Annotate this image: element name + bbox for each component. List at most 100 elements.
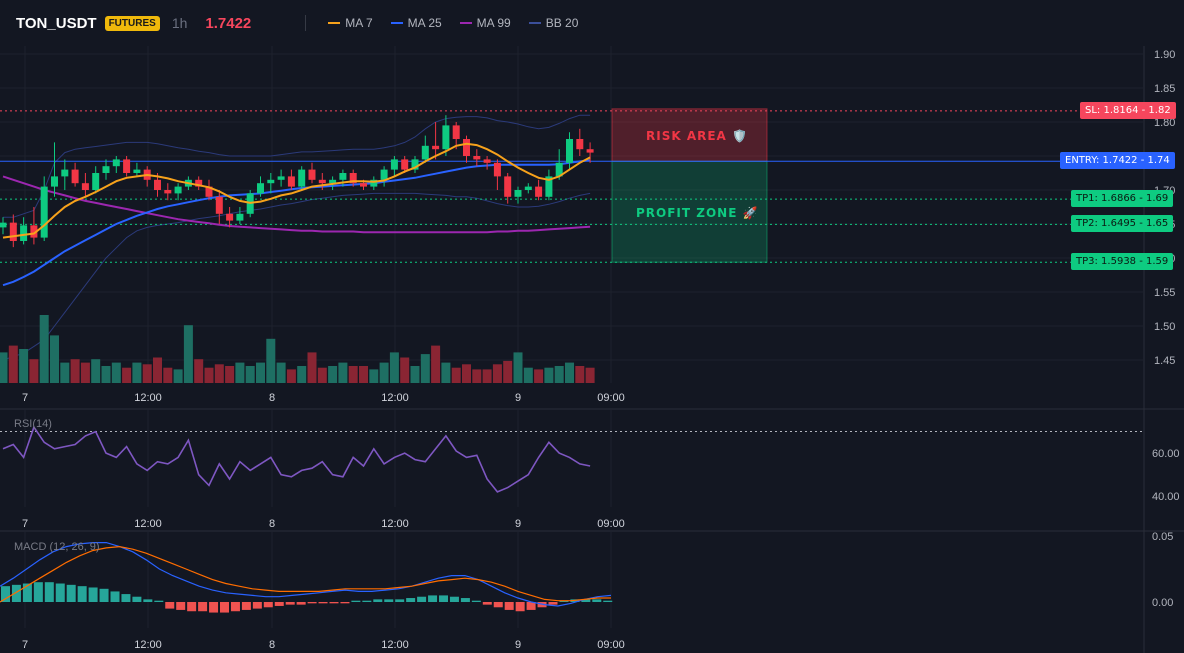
time-tick-label: 09:00: [597, 518, 625, 530]
macd-histogram-bar: [1, 586, 10, 602]
volume-bar: [101, 366, 111, 383]
time-tick-label: 7: [22, 392, 28, 404]
macd-histogram-bar: [88, 587, 98, 602]
volume-bar: [307, 352, 317, 383]
volume-bar: [276, 362, 286, 383]
ma99-line: [2, 175, 591, 234]
symbol-title[interactable]: TON_USDT: [16, 14, 97, 32]
time-tick-label: 12:00: [381, 518, 409, 530]
take-profit-tag-1: TP1: 1.6866 - 1.69: [1071, 190, 1174, 208]
candle-body: [442, 125, 450, 150]
risk-area-label: RISK AREA 🛡️: [646, 128, 748, 143]
candle-body: [463, 139, 470, 156]
macd-histogram-bar: [33, 582, 43, 602]
volume-bar: [204, 367, 214, 383]
macd-signal-line: [0, 545, 611, 603]
rsi-line: [2, 425, 591, 493]
macd-histogram-bar: [559, 600, 569, 602]
macd-histogram-bar: [66, 584, 76, 602]
candle-body: [215, 196, 223, 214]
candle-body: [473, 156, 481, 160]
candle-body: [257, 183, 264, 194]
candle-body: [318, 179, 326, 184]
candle-body: [236, 213, 244, 221]
volume-bar: [389, 352, 399, 383]
volume-bar: [451, 367, 461, 383]
candle-body: [40, 186, 48, 238]
take-profit-tag-3: TP3: 1.5938 - 1.59: [1071, 253, 1174, 271]
time-tick-label: 09:00: [597, 392, 625, 404]
macd-histogram-bar: [449, 596, 459, 602]
ma7-line: [2, 142, 591, 239]
candle-body: [133, 169, 141, 173]
candle-body: [0, 222, 7, 228]
entry-price-tag: ENTRY: 1.7422 - 1.74: [1060, 152, 1175, 170]
candle-body: [452, 125, 460, 139]
last-price: 1.7422: [205, 14, 252, 32]
candle-body: [555, 162, 563, 177]
volume-bar: [379, 362, 389, 383]
candle-body: [504, 176, 512, 197]
candle-body: [566, 139, 573, 163]
volume-bar: [235, 362, 245, 383]
header-divider: [305, 15, 307, 31]
macd-histogram-bar: [603, 600, 613, 602]
candle-body: [61, 169, 69, 177]
time-tick-label: 9: [515, 392, 521, 404]
legend-ma7[interactable]: MA 7: [328, 16, 373, 30]
volume-bar: [431, 345, 441, 383]
legend-ma25[interactable]: MA 25: [390, 16, 442, 30]
candle-body: [576, 139, 584, 150]
candle-body: [370, 179, 378, 187]
profit-zone-label: PROFIT ZONE 🚀: [636, 206, 759, 221]
candle-body: [308, 169, 316, 180]
stop-loss-tag: SL: 1.8164 - 1.82: [1080, 101, 1176, 119]
macd-histogram-bar: [515, 602, 525, 612]
volume-bar: [153, 357, 162, 383]
candle-body: [411, 159, 419, 170]
time-tick-label: 12:00: [134, 392, 162, 404]
macd-histogram-bar: [340, 602, 350, 604]
macd-histogram-bar: [351, 600, 361, 602]
macd-histogram-bar: [329, 602, 339, 604]
macd-histogram-bar: [165, 602, 175, 609]
macd-histogram-bar: [252, 602, 262, 609]
candle-body: [154, 179, 161, 190]
volume-bar: [91, 359, 101, 383]
volume-bar: [369, 369, 379, 383]
volume-bar: [420, 354, 430, 383]
time-tick-label: 9: [515, 518, 521, 530]
candle-body: [92, 173, 100, 190]
volume-bar: [462, 364, 471, 383]
rsi-tick-label: 40.00: [1152, 491, 1180, 503]
volume-bar: [503, 360, 513, 383]
price-tick-label: 1.80: [1154, 117, 1175, 129]
volume-bar: [585, 367, 595, 383]
macd-histogram-bar: [209, 602, 219, 613]
legend-bb20[interactable]: BB 20: [528, 16, 578, 30]
bb-upper-line: [3, 114, 591, 218]
candle-body: [287, 176, 295, 187]
timeframe-selector[interactable]: 1h: [171, 15, 188, 31]
macd-histogram-bar: [493, 602, 503, 608]
volume-bar: [50, 335, 59, 383]
volume-bar: [565, 362, 574, 383]
volume-bar: [256, 362, 265, 383]
volume-bar: [544, 367, 554, 383]
volume-bar: [80, 362, 90, 383]
volume-bar: [348, 366, 358, 383]
macd-histogram-bar: [143, 599, 153, 602]
volume-bar: [225, 366, 235, 383]
macd-histogram-bar: [274, 602, 284, 606]
price-tick-label: 1.45: [1154, 355, 1175, 367]
volume-bar: [482, 369, 492, 383]
macd-pane-label: MACD (12, 26, 9): [14, 541, 100, 553]
volume-bar: [400, 357, 410, 383]
macd-histogram-bar: [439, 595, 448, 602]
bb-lower-line: [2, 192, 591, 361]
legend-ma99[interactable]: MA 99: [459, 16, 511, 30]
volume-bar: [70, 359, 80, 383]
candle-body: [298, 169, 306, 187]
volume-bar: [286, 369, 296, 383]
